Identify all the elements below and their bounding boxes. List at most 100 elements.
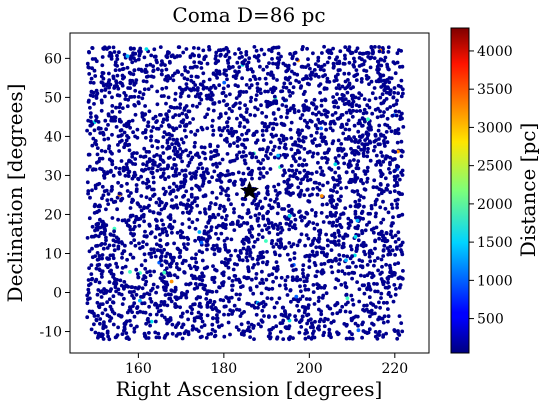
- scatter-point: [253, 213, 258, 218]
- scatter-point: [333, 156, 338, 160]
- scatter-point: [197, 249, 202, 254]
- scatter-point: [201, 71, 206, 76]
- scatter-point: [210, 246, 215, 251]
- scatter-point: [366, 309, 371, 314]
- scatter-point: [168, 296, 173, 301]
- scatter-point: [236, 328, 241, 332]
- scatter-point: [313, 123, 318, 128]
- scatter-point: [119, 159, 124, 163]
- scatter-point: [111, 74, 116, 79]
- scatter-point: [259, 206, 264, 211]
- scatter-point: [333, 235, 337, 240]
- scatter-point: [290, 168, 295, 173]
- scatter-point: [293, 217, 298, 222]
- scatter-point: [385, 78, 389, 82]
- scatter-point: [110, 132, 114, 137]
- scatter-point: [162, 275, 166, 280]
- scatter-point: [334, 57, 338, 62]
- scatter-point: [173, 147, 178, 151]
- scatter-point: [141, 79, 146, 83]
- scatter-point: [161, 151, 166, 155]
- scatter-point: [114, 79, 118, 83]
- scatter-point: [202, 266, 207, 271]
- scatter-point: [173, 113, 178, 117]
- scatter-point: [316, 299, 321, 303]
- scatter-point: [112, 248, 117, 253]
- scatter-point: [308, 66, 312, 71]
- scatter-point: [210, 93, 215, 97]
- scatter-point: [378, 72, 382, 77]
- scatter-point: [158, 211, 162, 216]
- scatter-point: [341, 131, 346, 136]
- scatter-point: [127, 290, 132, 294]
- scatter-point: [161, 186, 166, 191]
- scatter-point: [399, 78, 404, 83]
- scatter-point: [272, 94, 277, 99]
- scatter-point: [362, 204, 366, 209]
- scatter-point: [122, 91, 127, 95]
- scatter-point: [98, 243, 103, 247]
- scatter-point: [127, 148, 132, 153]
- scatter-point: [305, 121, 310, 125]
- scatter-point: [134, 183, 139, 187]
- scatter-point: [345, 296, 350, 301]
- scatter-point: [356, 129, 361, 134]
- scatter-point: [125, 65, 130, 70]
- scatter-point: [232, 207, 236, 211]
- scatter-point: [151, 158, 155, 163]
- scatter-point: [191, 276, 196, 281]
- scatter-point: [125, 104, 130, 109]
- scatter-point: [180, 222, 185, 226]
- scatter-point: [148, 269, 152, 274]
- scatter-point: [124, 142, 128, 147]
- scatter-point: [393, 71, 398, 76]
- scatter-point: [356, 145, 361, 150]
- scatter-point: [133, 103, 137, 108]
- scatter-point: [251, 303, 256, 308]
- scatter-point: [268, 198, 273, 202]
- scatter-point: [367, 51, 371, 55]
- scatter-point: [235, 60, 240, 65]
- scatter-point: [322, 324, 327, 329]
- scatter-point: [301, 77, 305, 82]
- scatter-point: [399, 154, 404, 159]
- scatter-point: [372, 148, 376, 153]
- plot-frame: [69, 32, 430, 354]
- scatter-point: [289, 299, 293, 304]
- scatter-point: [113, 285, 118, 290]
- scatter-point: [116, 325, 120, 330]
- scatter-point: [223, 226, 228, 231]
- scatter-point: [340, 84, 345, 89]
- scatter-point: [339, 142, 344, 146]
- scatter-point: [165, 303, 170, 308]
- scatter-point: [110, 95, 114, 100]
- scatter-point: [102, 230, 107, 235]
- scatter-point: [336, 269, 341, 274]
- scatter-point: [195, 285, 200, 290]
- scatter-point: [397, 109, 401, 114]
- scatter-point: [225, 173, 230, 177]
- scatter-point: [103, 118, 108, 123]
- scatter-point: [396, 91, 400, 96]
- scatter-point: [105, 313, 110, 318]
- scatter-point: [173, 163, 178, 168]
- scatter-point: [388, 266, 393, 270]
- scatter-point: [289, 220, 293, 224]
- scatter-point: [276, 227, 280, 232]
- scatter-point: [310, 208, 314, 212]
- scatter-point: [261, 158, 265, 162]
- scatter-point: [370, 91, 375, 96]
- scatter-point: [351, 169, 355, 174]
- scatter-point: [287, 191, 291, 196]
- scatter-point: [156, 331, 161, 336]
- scatter-point: [205, 305, 210, 309]
- scatter-point: [267, 273, 271, 278]
- scatter-point: [276, 153, 280, 158]
- scatter-point: [195, 92, 200, 96]
- scatter-point: [118, 278, 123, 283]
- scatter-point: [304, 107, 308, 112]
- scatter-point: [120, 332, 125, 336]
- scatter-point: [302, 158, 307, 163]
- scatter-point: [254, 312, 259, 317]
